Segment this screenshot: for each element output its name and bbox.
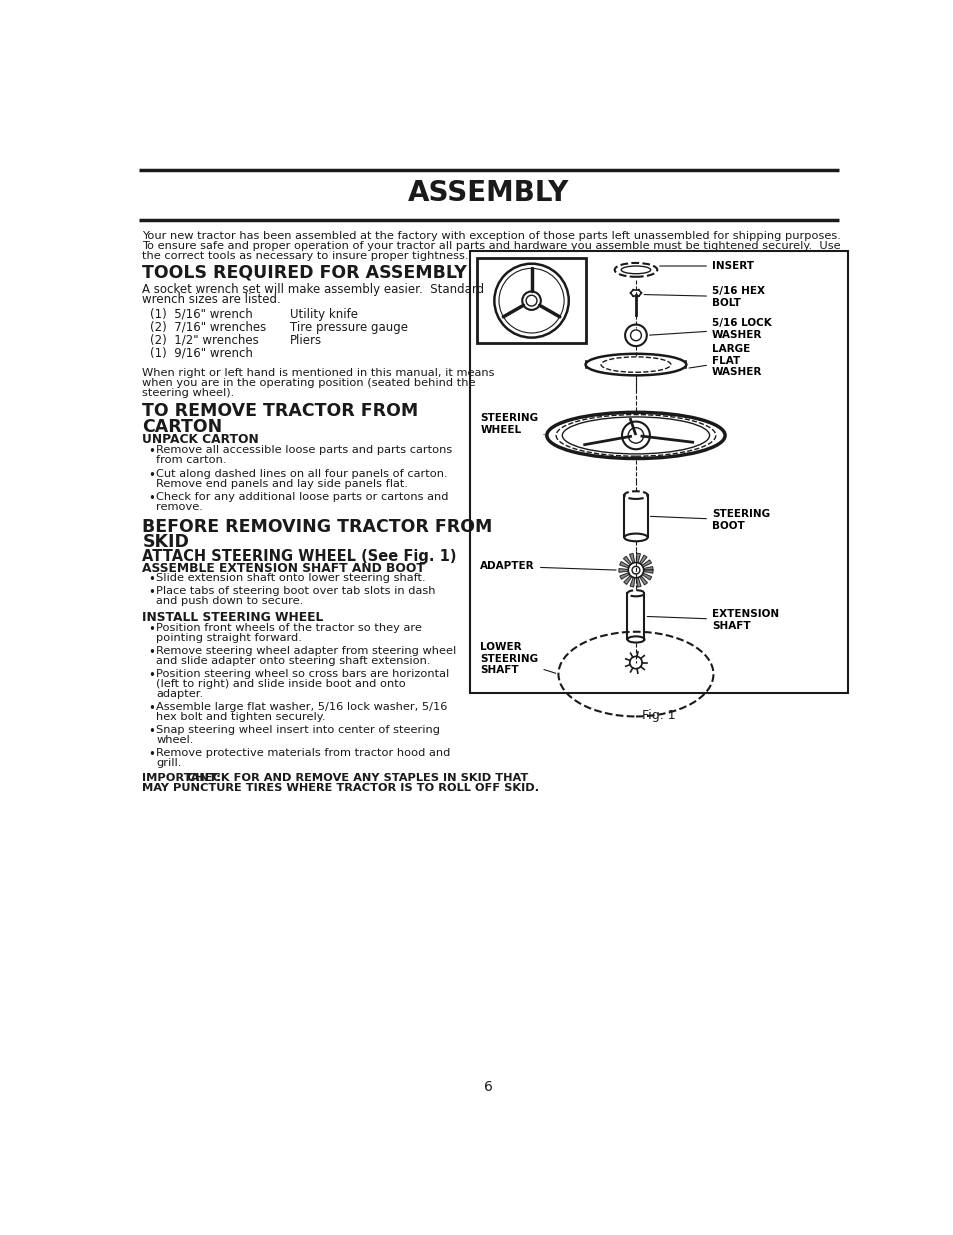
- Text: Snap steering wheel insert into center of steering: Snap steering wheel insert into center o…: [156, 725, 440, 735]
- Text: •: •: [149, 622, 155, 636]
- Text: •: •: [149, 668, 155, 682]
- Polygon shape: [643, 567, 652, 571]
- Text: when you are in the operating position (seated behind the: when you are in the operating position (…: [142, 378, 476, 388]
- Text: •: •: [149, 646, 155, 658]
- Text: Assemble large flat washer, 5/16 lock washer, 5/16: Assemble large flat washer, 5/16 lock wa…: [156, 701, 447, 711]
- Text: Remove steering wheel adapter from steering wheel: Remove steering wheel adapter from steer…: [156, 646, 456, 656]
- Text: When right or left hand is mentioned in this manual, it means: When right or left hand is mentioned in …: [142, 368, 495, 378]
- Text: and slide adapter onto steering shaft extension.: and slide adapter onto steering shaft ex…: [156, 656, 431, 666]
- Text: •: •: [149, 587, 155, 599]
- Text: LARGE
FLAT
WASHER: LARGE FLAT WASHER: [688, 345, 761, 378]
- Text: •: •: [149, 446, 155, 458]
- Text: To ensure safe and proper operation of your tractor all parts and hardware you a: To ensure safe and proper operation of y…: [142, 241, 841, 252]
- Circle shape: [627, 562, 643, 578]
- Text: Your new tractor has been assembled at the factory with exception of those parts: Your new tractor has been assembled at t…: [142, 231, 841, 241]
- Text: •: •: [149, 573, 155, 587]
- Text: ADAPTER: ADAPTER: [480, 562, 616, 572]
- Text: (2)  7/16" wrenches: (2) 7/16" wrenches: [150, 321, 266, 333]
- Text: Slide extension shaft onto lower steering shaft.: Slide extension shaft onto lower steerin…: [156, 573, 426, 583]
- Text: the correct tools as necessary to insure proper tightness.: the correct tools as necessary to insure…: [142, 252, 469, 262]
- Text: (left to right) and slide inside boot and onto: (left to right) and slide inside boot an…: [156, 679, 406, 689]
- Text: 5/16 HEX
BOLT: 5/16 HEX BOLT: [643, 287, 764, 308]
- Text: 6: 6: [484, 1079, 493, 1094]
- Polygon shape: [619, 562, 629, 568]
- Text: TOOLS REQUIRED FOR ASSEMBLY: TOOLS REQUIRED FOR ASSEMBLY: [142, 264, 467, 282]
- Text: hex bolt and tighten securely.: hex bolt and tighten securely.: [156, 711, 326, 721]
- Text: BEFORE REMOVING TRACTOR FROM: BEFORE REMOVING TRACTOR FROM: [142, 517, 493, 536]
- Text: 5/16 LOCK
WASHER: 5/16 LOCK WASHER: [649, 319, 771, 340]
- Text: TO REMOVE TRACTOR FROM: TO REMOVE TRACTOR FROM: [142, 403, 418, 420]
- Text: STEERING
BOOT: STEERING BOOT: [650, 509, 769, 531]
- Polygon shape: [619, 573, 629, 579]
- Text: •: •: [149, 492, 155, 505]
- Text: ATTACH STEERING WHEEL (See Fig. 1): ATTACH STEERING WHEEL (See Fig. 1): [142, 548, 456, 563]
- Text: Pliers: Pliers: [290, 333, 321, 347]
- Text: Position steering wheel so cross bars are horizontal: Position steering wheel so cross bars ar…: [156, 668, 449, 679]
- Bar: [469, 251, 847, 693]
- Text: Utility knife: Utility knife: [290, 308, 357, 321]
- Text: UNPACK CARTON: UNPACK CARTON: [142, 433, 259, 446]
- Polygon shape: [641, 573, 651, 580]
- Text: remove.: remove.: [156, 501, 203, 511]
- Text: Remove protective materials from tractor hood and: Remove protective materials from tractor…: [156, 748, 451, 758]
- Text: SKID: SKID: [142, 534, 190, 551]
- Text: STEERING
WHEEL: STEERING WHEEL: [480, 412, 543, 435]
- Text: grill.: grill.: [156, 758, 182, 768]
- Polygon shape: [643, 569, 652, 573]
- Text: Remove end panels and lay side panels flat.: Remove end panels and lay side panels fl…: [156, 478, 408, 489]
- Text: •: •: [149, 701, 155, 715]
- Polygon shape: [636, 553, 639, 563]
- Polygon shape: [641, 559, 651, 567]
- Polygon shape: [623, 576, 631, 584]
- Text: INSTALL STEERING WHEEL: INSTALL STEERING WHEEL: [142, 611, 323, 624]
- Polygon shape: [636, 578, 640, 587]
- Text: Place tabs of steering boot over tab slots in dash: Place tabs of steering boot over tab slo…: [156, 587, 436, 597]
- Text: (1)  9/16" wrench: (1) 9/16" wrench: [150, 347, 253, 359]
- Polygon shape: [629, 553, 634, 563]
- Text: wrench sizes are listed.: wrench sizes are listed.: [142, 293, 281, 306]
- Text: steering wheel).: steering wheel).: [142, 388, 234, 398]
- Text: wheel.: wheel.: [156, 735, 193, 745]
- Polygon shape: [639, 556, 646, 564]
- Text: •: •: [149, 725, 155, 739]
- Text: from carton.: from carton.: [156, 456, 227, 466]
- Bar: [476, 258, 585, 343]
- Text: Remove all accessible loose parts and parts cartons: Remove all accessible loose parts and pa…: [156, 446, 453, 456]
- Polygon shape: [618, 568, 628, 572]
- Text: Check for any additional loose parts or cartons and: Check for any additional loose parts or …: [156, 492, 449, 501]
- Text: A socket wrench set will make assembly easier.  Standard: A socket wrench set will make assembly e…: [142, 283, 484, 296]
- Text: Tire pressure gauge: Tire pressure gauge: [290, 321, 407, 333]
- Text: (2)  1/2" wrenches: (2) 1/2" wrenches: [150, 333, 258, 347]
- Text: EXTENSION
SHAFT: EXTENSION SHAFT: [646, 609, 779, 631]
- Text: Position front wheels of the tractor so they are: Position front wheels of the tractor so …: [156, 622, 422, 632]
- Text: •: •: [149, 748, 155, 761]
- Text: ASSEMBLY: ASSEMBLY: [408, 179, 569, 206]
- Text: and push down to secure.: and push down to secure.: [156, 597, 303, 606]
- Polygon shape: [623, 556, 631, 564]
- Text: Cut along dashed lines on all four panels of carton.: Cut along dashed lines on all four panel…: [156, 468, 448, 478]
- Text: IMPORTANT:: IMPORTANT:: [142, 773, 225, 783]
- Text: MAY PUNCTURE TIRES WHERE TRACTOR IS TO ROLL OFF SKID.: MAY PUNCTURE TIRES WHERE TRACTOR IS TO R…: [142, 783, 539, 793]
- Text: Fig. 1: Fig. 1: [641, 709, 675, 721]
- Text: ASSEMBLE EXTENSION SHAFT AND BOOT: ASSEMBLE EXTENSION SHAFT AND BOOT: [142, 562, 425, 574]
- Text: INSERT: INSERT: [659, 261, 753, 270]
- Text: CARTON: CARTON: [142, 417, 222, 436]
- Text: (1)  5/16" wrench: (1) 5/16" wrench: [150, 308, 253, 321]
- Text: •: •: [149, 468, 155, 482]
- Polygon shape: [639, 576, 647, 585]
- Text: CHECK FOR AND REMOVE ANY STAPLES IN SKID THAT: CHECK FOR AND REMOVE ANY STAPLES IN SKID…: [187, 773, 528, 783]
- Text: pointing straight forward.: pointing straight forward.: [156, 632, 302, 642]
- Text: adapter.: adapter.: [156, 689, 203, 699]
- Text: LOWER
STEERING
SHAFT: LOWER STEERING SHAFT: [480, 642, 556, 676]
- Polygon shape: [630, 578, 634, 587]
